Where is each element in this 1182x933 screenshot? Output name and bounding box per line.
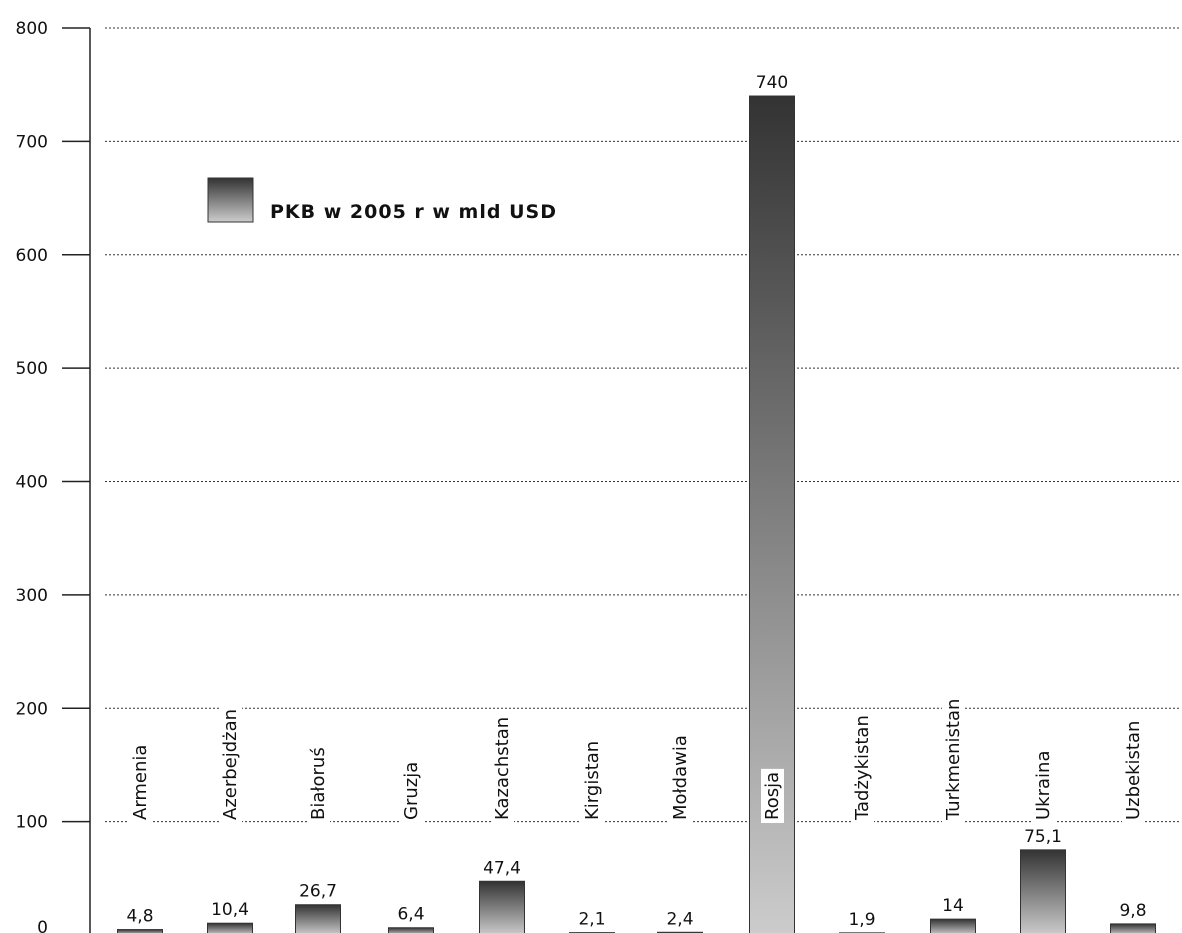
category-label: Turkmenistan: [943, 699, 964, 821]
grid-lines: [105, 27, 1180, 823]
bar-group: 1,9 Tadżykistan: [839, 712, 885, 933]
category-label-bg: [1032, 747, 1055, 823]
legend-label: PKB w 2005 r w mld USD: [270, 201, 557, 223]
bar-group: 2,1 Kirgistan: [569, 737, 615, 933]
data-label: 14: [942, 896, 964, 916]
category-label-bg: [307, 744, 330, 823]
bar-group: 9,8 Uzbekistan: [1110, 717, 1156, 933]
bars: 4,8 Armenia 10,4 Azerbejdżan 26,7 Białoruś 6,4…: [117, 73, 1156, 933]
data-label: 9,8: [1119, 901, 1146, 921]
category-label-bg: [219, 705, 242, 823]
y-tick-label: 100: [16, 813, 48, 833]
category-label: Kazachstan: [492, 717, 513, 820]
category-label: Kirgistan: [582, 741, 603, 820]
category-label: Uzbekistan: [1123, 721, 1144, 820]
bar: [930, 918, 976, 933]
data-label: 2,4: [666, 909, 693, 929]
data-label: 1,9: [848, 910, 875, 930]
category-label: Rosja: [762, 772, 783, 820]
data-label: 6,4: [397, 905, 424, 925]
category-label: Gruzja: [401, 762, 422, 820]
data-label: 2,1: [578, 910, 605, 930]
bar-group: 6,4 Gruzja: [388, 758, 434, 933]
y-tick-label: 700: [16, 132, 48, 152]
category-label-bg: [669, 732, 692, 823]
category-label: Ukraina: [1033, 751, 1054, 820]
bar-group: 26,7 Białoruś: [295, 744, 341, 933]
category-label-bg: [400, 758, 423, 823]
category-label: Białoruś: [308, 747, 329, 820]
data-label: 75,1: [1024, 827, 1062, 847]
category-label-bg: [1122, 717, 1145, 823]
y-tick-label: 500: [16, 359, 48, 379]
bar-group: 75,1 Ukraina: [1020, 747, 1066, 933]
bar: [117, 929, 163, 933]
data-label: 4,8: [126, 907, 153, 927]
y-tick-label: 400: [16, 473, 48, 493]
bar-group: 740 Rosja: [749, 73, 795, 933]
category-label-bg: [491, 713, 514, 823]
bar: [1020, 849, 1066, 933]
y-tick-label: 200: [16, 699, 48, 719]
category-label: Mołdawia: [670, 735, 691, 820]
bar: [207, 922, 253, 933]
bar: [388, 927, 434, 933]
data-label: 26,7: [299, 882, 337, 902]
data-label: 740: [756, 73, 788, 93]
bar-group: 14 Turkmenistan: [930, 695, 976, 933]
category-label: Tadżykistan: [852, 715, 873, 821]
bar-group: 10,4 Azerbejdżan: [207, 705, 253, 933]
data-label: 10,4: [211, 900, 249, 920]
legend-swatch: [207, 177, 254, 223]
y-axis: 0 100 200 300 400 500 600 700 800: [16, 19, 91, 933]
bar: [1110, 923, 1156, 933]
data-label: 47,4: [483, 858, 521, 878]
y-tick-label: 800: [16, 19, 48, 39]
y-tick-label: 0: [37, 918, 48, 933]
category-label-bg: [129, 741, 152, 823]
category-label-bg: [581, 737, 604, 823]
bar-group: 2,4 Mołdawia: [657, 732, 703, 933]
y-tick-label: 600: [16, 246, 48, 266]
category-label-bg: [942, 695, 965, 824]
y-tick-label: 300: [16, 586, 48, 606]
category-label: Armenia: [130, 745, 151, 820]
category-label-bg: [851, 712, 874, 824]
bar: [295, 904, 341, 933]
bar-group: 4,8 Armenia: [117, 741, 163, 933]
category-label-bg: [761, 768, 784, 823]
bar: [479, 880, 525, 933]
category-label: Azerbejdżan: [220, 709, 241, 820]
legend: PKB w 2005 r w mld USD: [207, 177, 557, 223]
bar-group: 47,4 Kazachstan: [479, 713, 525, 933]
